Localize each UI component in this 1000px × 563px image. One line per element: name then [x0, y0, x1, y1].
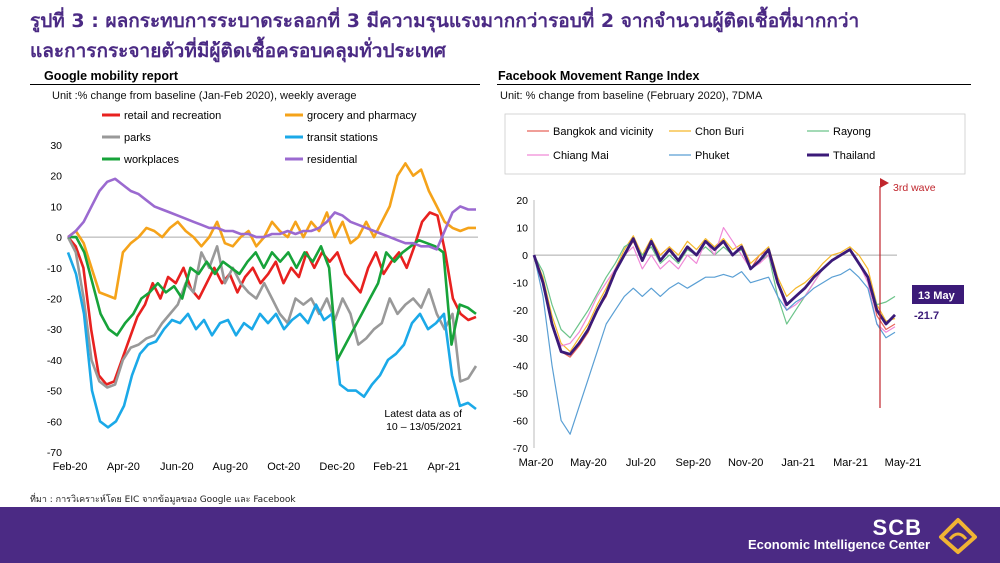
facebook-movement-chart: Bangkok and vicinity Chon Buri Rayong Chian…	[504, 113, 966, 469]
legend-label-1: Chon Buri	[695, 126, 744, 138]
legend-label-3: transit stations	[307, 132, 378, 144]
title-line-1: รูปที่ 3 : ผลกระทบการระบาดระลอกที่ 3 มีค…	[30, 10, 860, 32]
legend-label-0: retail and recreation	[124, 110, 221, 122]
y-tick-8: -50	[47, 386, 62, 398]
series-line-1	[67, 162, 476, 300]
y-tick-4: -10	[47, 263, 62, 275]
x-tick-4: Nov-20	[728, 457, 763, 469]
legend-label-1: grocery and pharmacy	[307, 110, 417, 122]
legend-label-2: Rayong	[833, 126, 871, 138]
google-legend: retail and recreation grocery and pharmac…	[102, 110, 417, 166]
google-mobility-chart: retail and recreation grocery and pharmac…	[47, 110, 478, 473]
google-title-divider	[30, 84, 480, 85]
y-tick-2: 0	[522, 250, 528, 262]
footer-bar: SCB Economic Intelligence Center	[0, 507, 1000, 563]
google-note-line-1: Latest data as of	[384, 408, 462, 420]
y-tick-7: -50	[513, 388, 528, 400]
legend-label-5: Thailand	[833, 150, 875, 162]
x-tick-3: Aug-20	[213, 461, 248, 473]
facebook-unit: Unit: % change from baseline (February 2…	[500, 90, 763, 102]
footer-brand: SCB	[872, 515, 922, 540]
figure-title: รูปที่ 3 : ผลกระทบการระบาดระลอกที่ 3 มีค…	[30, 6, 980, 66]
series-line-3	[66, 251, 477, 429]
third-wave-label: 3rd wave	[893, 182, 936, 194]
x-tick-5: Dec-20	[319, 461, 354, 473]
y-tick-1: 10	[516, 223, 528, 235]
latest-date-box	[912, 285, 964, 304]
y-tick-6: -30	[47, 324, 62, 336]
y-tick-9: -70	[513, 443, 528, 455]
google-unit: Unit :% change from baseline (Jan-Feb 20…	[52, 90, 357, 102]
x-tick-6: Mar-21	[833, 457, 868, 469]
legend-label-2: parks	[124, 132, 151, 144]
scb-logo-icon	[939, 518, 977, 554]
facebook-y-axis: 20 10 0 -10 -20 -30 -40 -50 -60 -70	[513, 195, 528, 455]
y-tick-10: -70	[47, 447, 62, 459]
facebook-x-axis: Mar-20 May-20 Jul-20 Sep-20 Nov-20 Jan-21 Mar-…	[519, 457, 922, 469]
y-tick-4: -20	[513, 305, 528, 317]
x-tick-4: Oct-20	[267, 461, 300, 473]
y-tick-3: 0	[56, 232, 62, 244]
google-x-axis: Feb-20 Apr-20 Jun-20 Aug-20 Oct-20 Dec-20 Feb-…	[53, 461, 461, 473]
facebook-legend: Bangkok and vicinity Chon Buri Rayong Chian…	[527, 126, 875, 162]
y-tick-8: -60	[513, 415, 528, 427]
x-tick-2: Jun-20	[160, 461, 194, 473]
google-note-line-2: 10 – 13/05/2021	[386, 421, 462, 433]
x-tick-1: May-20	[570, 457, 607, 469]
series-line-5	[532, 237, 896, 356]
facebook-chart-title: Facebook Movement Range Index	[498, 69, 700, 83]
y-tick-7: -40	[47, 355, 62, 367]
y-tick-5: -20	[47, 294, 62, 306]
google-chart-title: Google mobility report	[44, 69, 179, 83]
y-tick-3: -10	[513, 278, 528, 290]
x-tick-2: Jul-20	[626, 457, 656, 469]
y-tick-1: 20	[50, 171, 62, 183]
y-tick-5: -30	[513, 333, 528, 345]
legend-label-4: workplaces	[123, 154, 180, 166]
y-tick-0: 20	[516, 195, 528, 207]
latest-date-label: 13 May	[918, 290, 956, 302]
x-tick-3: Sep-20	[676, 457, 711, 469]
x-tick-6: Feb-21	[373, 461, 408, 473]
series-line-2	[66, 236, 478, 389]
series-line-4	[533, 254, 896, 435]
source-note: ที่มา : การวิเคราะห์โดย EIC จากข้อมูลของ…	[30, 495, 296, 505]
legend-label-3: Chiang Mai	[553, 150, 609, 162]
facebook-series-lines	[532, 226, 896, 435]
third-wave-arrow	[880, 178, 889, 188]
y-tick-2: 10	[50, 201, 62, 213]
series-line-4	[68, 235, 477, 362]
legend-label-0: Bangkok and vicinity	[553, 126, 654, 138]
y-tick-9: -60	[47, 416, 62, 428]
latest-value-label: -21.7	[914, 310, 939, 322]
series-line-1	[533, 235, 896, 353]
google-series-lines	[66, 162, 478, 429]
title-line-2: และการกระจายตัวที่มีผู้ติดเชื้อครอบคลุมท…	[30, 40, 446, 62]
y-tick-0: 30	[50, 140, 62, 152]
footer-subtitle: Economic Intelligence Center	[747, 537, 930, 552]
x-tick-1: Apr-20	[107, 461, 140, 473]
series-line-0	[533, 240, 896, 358]
y-tick-6: -40	[513, 360, 528, 372]
series-line-0	[67, 211, 477, 386]
series-line-5	[67, 177, 476, 251]
facebook-legend-box	[504, 113, 966, 175]
legend-label-4: Phuket	[695, 150, 729, 162]
x-tick-5: Jan-21	[781, 457, 815, 469]
google-y-axis: 30 20 10 0 -10 -20 -30 -40 -50 -60 -70	[47, 140, 62, 459]
x-tick-0: Feb-20	[53, 461, 88, 473]
legend-label-5: residential	[307, 154, 357, 166]
x-tick-7: Apr-21	[427, 461, 460, 473]
x-tick-7: May-21	[885, 457, 922, 469]
x-tick-0: Mar-20	[519, 457, 554, 469]
facebook-title-divider	[497, 84, 971, 85]
